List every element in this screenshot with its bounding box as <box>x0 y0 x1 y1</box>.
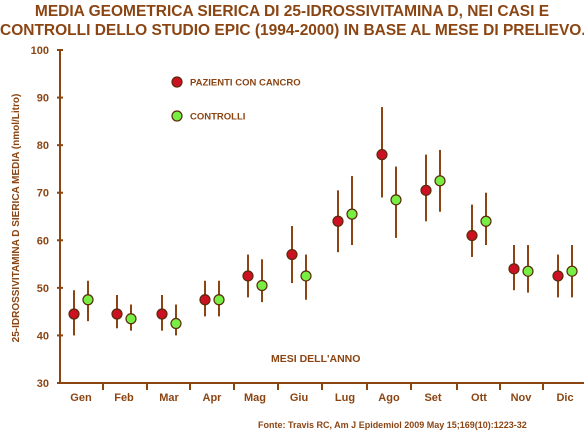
y-tick-label: 90 <box>37 93 49 105</box>
legend: PAZIENTI CON CANCRO CONTROLLI <box>171 76 301 123</box>
point-control <box>566 265 578 277</box>
y-tick-label: 100 <box>31 45 49 57</box>
y-axis-label: 25-IDROSSIVITAMINA D SIERICA MEDIA (nmol… <box>11 94 22 343</box>
point-control <box>256 279 268 292</box>
x-tick-label: Mar <box>159 392 179 404</box>
y-tick-label: 60 <box>37 235 49 247</box>
point-control <box>480 215 492 227</box>
x-tick-label: Lug <box>335 392 355 404</box>
x-tick-label: Giu <box>290 392 308 404</box>
point-cancer <box>376 149 388 161</box>
x-tick-label: Ago <box>378 392 400 404</box>
point-control <box>390 194 402 206</box>
y-ticks: 30 40 50 60 70 80 90 100 <box>31 45 63 390</box>
point-control <box>213 294 225 306</box>
x-axis-annotation: MESI DELL'ANNO <box>271 353 360 365</box>
legend-marker-cancer <box>171 76 183 88</box>
axes <box>59 50 584 384</box>
point-cancer <box>156 308 168 320</box>
point-control <box>346 208 358 220</box>
chart-title: MEDIA GEOMETRICA SIERICA DI 25-IDROSSIVI… <box>0 2 584 40</box>
point-control <box>300 270 312 282</box>
x-tick-label: Apr <box>203 392 223 404</box>
data-points <box>68 149 578 330</box>
point-cancer <box>68 308 80 320</box>
point-cancer <box>552 270 564 282</box>
source-citation: Fonte: Travis RC, Am J Epidemiol 2009 Ma… <box>258 420 527 430</box>
point-cancer <box>508 263 520 275</box>
y-tick-label: 50 <box>37 283 49 295</box>
y-tick-label: 80 <box>37 140 49 152</box>
y-axis-label-group: 25-IDROSSIVITAMINA D SIERICA MEDIA (nmol… <box>11 94 22 343</box>
point-cancer <box>332 215 344 227</box>
legend-marker-controls <box>171 110 183 122</box>
x-ticks: Gen Feb Mar Apr Mag Giu Lug Ago Set Ott Nov Dic <box>70 383 574 404</box>
point-cancer <box>420 184 432 196</box>
point-control <box>170 317 182 330</box>
x-tick-label: Nov <box>511 392 533 404</box>
point-cancer <box>242 270 254 282</box>
x-tick-label: Ott <box>471 392 487 404</box>
point-cancer <box>199 294 211 306</box>
chart-title-line-1: MEDIA GEOMETRICA SIERICA DI 25-IDROSSIVI… <box>34 3 550 20</box>
point-control <box>82 294 94 306</box>
y-tick-label: 40 <box>37 330 49 342</box>
chart-title-line-2: CONTROLLI DELLO STUDIO EPIC (1994-2000) … <box>0 22 584 39</box>
x-tick-label: Gen <box>70 392 92 404</box>
error-bars <box>73 107 573 336</box>
point-control <box>522 265 534 277</box>
x-tick-label: Set <box>424 392 441 404</box>
x-tick-label: Feb <box>114 392 134 404</box>
point-cancer <box>111 308 123 320</box>
point-cancer <box>286 248 298 261</box>
point-control <box>125 313 137 325</box>
y-tick-label: 70 <box>37 188 49 200</box>
x-tick-label: Mag <box>244 392 266 404</box>
point-control <box>434 175 446 187</box>
legend-label-controls: CONTROLLI <box>190 112 245 123</box>
legend-label-cancer: PAZIENTI CON CANCRO <box>190 78 301 89</box>
x-tick-label: Dic <box>556 392 573 404</box>
y-tick-label: 30 <box>37 378 49 390</box>
point-cancer <box>466 229 478 242</box>
